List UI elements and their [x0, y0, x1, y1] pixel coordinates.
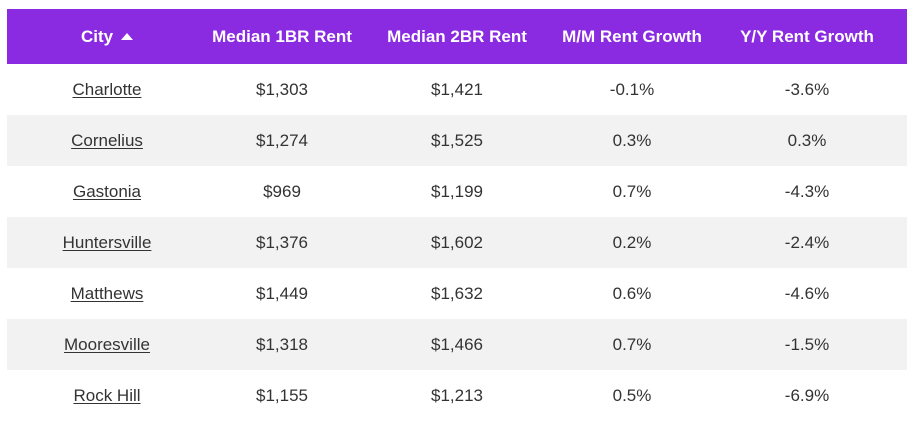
rent-1br-cell: $969: [263, 181, 301, 201]
table-row: Matthews $1,449 $1,632 0.6% -4.6%: [7, 268, 907, 319]
city-cell: Charlotte: [7, 64, 207, 115]
rent-table-container: City Median 1BR Rent Median 2BR Rent M/M…: [7, 9, 907, 421]
rent-1br-cell: $1,303: [256, 79, 308, 99]
city-link[interactable]: Charlotte: [72, 79, 142, 99]
column-header-median-2br-rent[interactable]: Median 2BR Rent: [357, 9, 557, 64]
mm-growth-cell: 0.2%: [612, 232, 652, 252]
table-row: Cornelius $1,274 $1,525 0.3% 0.3%: [7, 115, 907, 166]
table-row: Huntersville $1,376 $1,602 0.2% -2.4%: [7, 217, 907, 268]
header-row: City Median 1BR Rent Median 2BR Rent M/M…: [7, 9, 907, 64]
rent-2br-cell: $1,199: [431, 181, 483, 201]
rent-1br-cell: $1,274: [256, 130, 308, 150]
city-cell: Mooresville: [7, 319, 207, 370]
rent-1br-cell: $1,376: [256, 232, 308, 252]
yy-growth-cell: 0.3%: [787, 130, 827, 150]
table-row: Rock Hill $1,155 $1,213 0.5% -6.9%: [7, 370, 907, 421]
rent-2br-cell: $1,525: [431, 130, 483, 150]
yy-growth-cell: -1.5%: [784, 334, 830, 354]
table-row: Charlotte $1,303 $1,421 -0.1% -3.6%: [7, 64, 907, 115]
column-header-yy-rent-growth[interactable]: Y/Y Rent Growth: [707, 9, 907, 64]
table-header: City Median 1BR Rent Median 2BR Rent M/M…: [7, 9, 907, 64]
mm-growth-cell: 0.7%: [612, 181, 652, 201]
city-link[interactable]: Mooresville: [64, 334, 150, 354]
yy-growth-cell: -4.6%: [784, 283, 830, 303]
rent-2br-cell: $1,466: [431, 334, 483, 354]
rent-1br-cell: $1,155: [256, 385, 308, 405]
city-link[interactable]: Huntersville: [62, 232, 152, 252]
city-link[interactable]: Rock Hill: [73, 385, 141, 405]
table-row: Gastonia $969 $1,199 0.7% -4.3%: [7, 166, 907, 217]
column-header-city[interactable]: City: [7, 9, 207, 64]
rent-table: City Median 1BR Rent Median 2BR Rent M/M…: [7, 9, 907, 421]
mm-growth-cell: -0.1%: [609, 79, 655, 99]
city-cell: Cornelius: [7, 115, 207, 166]
city-cell: Matthews: [7, 268, 207, 319]
city-cell: Rock Hill: [7, 370, 207, 421]
mm-growth-cell: 0.7%: [612, 334, 652, 354]
yy-growth-cell: -6.9%: [784, 385, 830, 405]
yy-growth-cell: -4.3%: [784, 181, 830, 201]
yy-growth-cell: -3.6%: [784, 79, 830, 99]
rent-2br-cell: $1,213: [431, 385, 483, 405]
table-body: Charlotte $1,303 $1,421 -0.1% -3.6% Corn…: [7, 64, 907, 421]
city-cell: Huntersville: [7, 217, 207, 268]
rent-2br-cell: $1,632: [431, 283, 483, 303]
table-row: Mooresville $1,318 $1,466 0.7% -1.5%: [7, 319, 907, 370]
column-header-label: Median 2BR Rent: [387, 26, 527, 46]
city-link[interactable]: Matthews: [70, 283, 144, 303]
mm-growth-cell: 0.6%: [612, 283, 652, 303]
city-link[interactable]: Cornelius: [71, 130, 143, 150]
column-header-median-1br-rent[interactable]: Median 1BR Rent: [207, 9, 357, 64]
column-header-mm-rent-growth[interactable]: M/M Rent Growth: [557, 9, 707, 64]
city-cell: Gastonia: [7, 166, 207, 217]
column-header-label: M/M Rent Growth: [562, 26, 702, 46]
mm-growth-cell: 0.3%: [612, 130, 652, 150]
rent-2br-cell: $1,421: [431, 79, 483, 99]
column-header-label: Y/Y Rent Growth: [740, 26, 874, 46]
mm-growth-cell: 0.5%: [612, 385, 652, 405]
rent-1br-cell: $1,449: [256, 283, 308, 303]
yy-growth-cell: -2.4%: [784, 232, 830, 252]
rent-1br-cell: $1,318: [256, 334, 308, 354]
column-header-label: Median 1BR Rent: [212, 26, 352, 46]
rent-2br-cell: $1,602: [431, 232, 483, 252]
city-link[interactable]: Gastonia: [72, 181, 142, 201]
sort-ascending-icon: [121, 32, 134, 40]
column-header-label: City: [80, 26, 114, 46]
